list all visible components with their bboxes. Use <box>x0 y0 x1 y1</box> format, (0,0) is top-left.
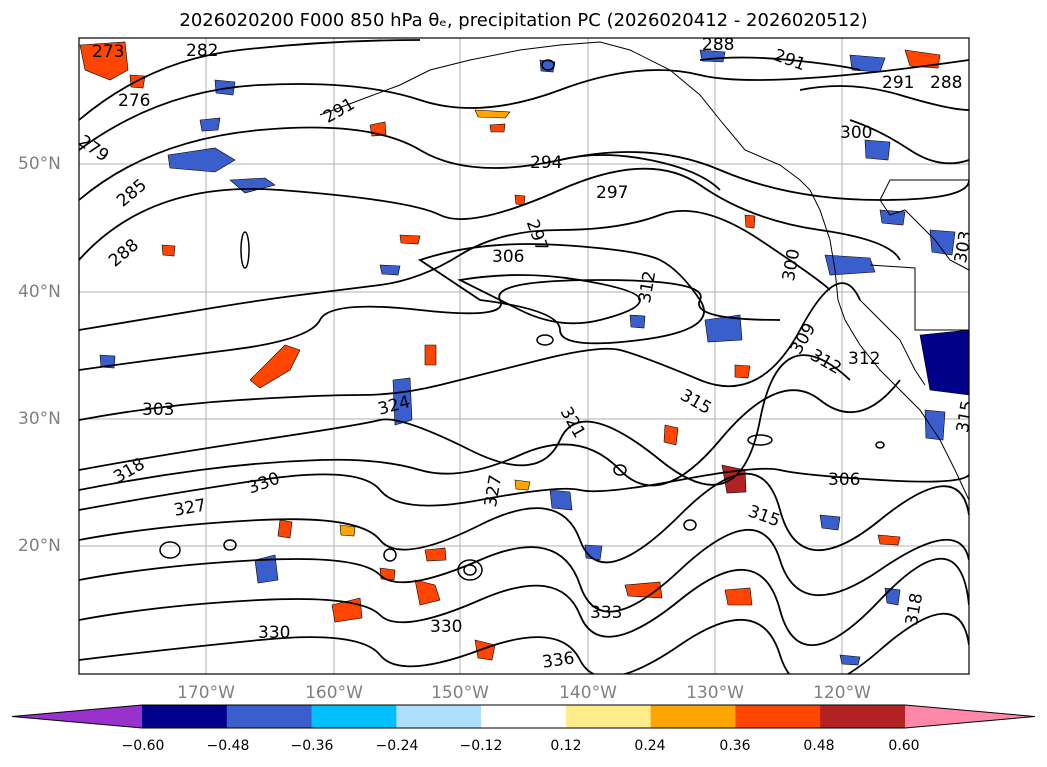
latitude-label: 50°N <box>18 154 61 174</box>
coastline <box>319 41 969 501</box>
contour-label: 333 <box>590 603 622 623</box>
latitude-label: 30°N <box>18 409 61 429</box>
colorbar-tick-label: 0.60 <box>888 738 920 754</box>
contour-label: 291 <box>882 73 914 93</box>
colorbar-outline <box>11 704 1036 729</box>
longitude-label: 170°W <box>177 683 235 703</box>
contour-label: 306 <box>828 470 860 490</box>
longitude-label: 140°W <box>559 683 617 703</box>
colorbar-segment <box>565 705 652 728</box>
map-frame <box>78 37 970 675</box>
colorbar-tick-label: −0.60 <box>121 738 165 754</box>
contour-label: 315 <box>953 399 978 434</box>
colorbar-tick-label: −0.36 <box>290 738 334 754</box>
colorbar-tick-label: 0.36 <box>719 738 751 754</box>
colorbar-segment <box>142 705 228 728</box>
contour-label: 336 <box>541 648 576 672</box>
theta-e-contours-small <box>159 59 885 581</box>
colorbar-segment <box>820 705 906 728</box>
theta-e-contours <box>79 39 969 674</box>
contour-label: 294 <box>530 153 562 173</box>
map-title: 2026020200 F000 850 hPa θₑ, precipitatio… <box>179 10 868 31</box>
colorbar-tick-label: 0.24 <box>634 738 666 754</box>
colorbar-segment <box>735 705 821 728</box>
colorbar-tick-label: −0.24 <box>375 738 419 754</box>
latitude-label: 20°N <box>18 536 61 556</box>
colorbar <box>11 704 1036 729</box>
colorbar-segment <box>226 705 313 728</box>
contour-label: 282 <box>186 41 218 61</box>
contour-label: 288 <box>930 73 962 93</box>
longitude-label: 120°W <box>813 683 871 703</box>
contour-label: 300 <box>840 123 872 143</box>
colorbar-tick-label: 0.48 <box>803 738 835 754</box>
colorbar-extend-min <box>12 705 142 728</box>
contour-label: 273 <box>92 42 124 62</box>
colorbar-segment <box>396 705 482 728</box>
colorbar-segment <box>650 705 736 728</box>
contour-label: 330 <box>258 623 290 643</box>
colorbar-segment <box>481 705 567 728</box>
latitude-label: 40°N <box>18 282 61 302</box>
contour-label: 306 <box>492 247 524 267</box>
contour-label: 330 <box>430 617 462 637</box>
colorbar-tick-label: −0.48 <box>206 738 250 754</box>
map-background <box>79 38 969 674</box>
contour-label: 297 <box>596 183 628 203</box>
contour-label: 312 <box>848 349 880 369</box>
graticule <box>79 38 969 674</box>
longitude-label: 130°W <box>686 683 744 703</box>
colorbar-tick-label: −0.12 <box>459 738 503 754</box>
colorbar-tick-label: 0.12 <box>550 738 582 754</box>
contour-label: 276 <box>118 91 150 111</box>
contour-label: 288 <box>702 35 734 55</box>
colorbar-segment <box>311 705 397 728</box>
longitude-label: 150°W <box>431 683 489 703</box>
longitude-label: 160°W <box>305 683 363 703</box>
contour-label: 303 <box>951 229 976 264</box>
contour-label: 303 <box>142 400 174 420</box>
colorbar-extend-max <box>905 705 1035 728</box>
